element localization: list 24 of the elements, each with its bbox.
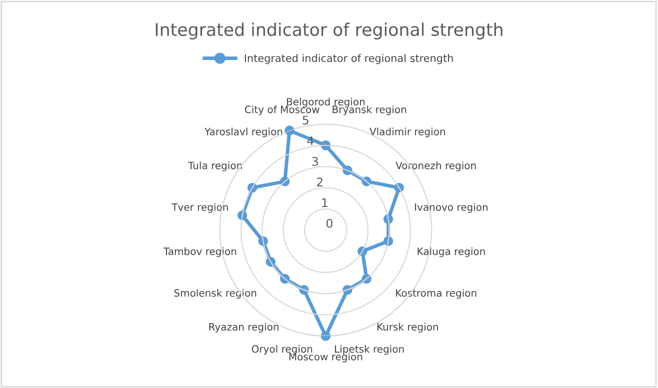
spoke-label: Kursk region [377, 322, 438, 333]
spoke-label: Kaluga region [418, 247, 485, 258]
spoke-label: Moscow region [289, 352, 362, 362]
spoke-label: Tambov region [163, 247, 236, 258]
spoke-label: City of Moscow [245, 105, 320, 116]
spoke-label: Yaroslavl region [204, 128, 282, 138]
spoke-label: Kostroma region [396, 288, 476, 299]
spoke-label: Tver region [172, 203, 228, 213]
legend-label: Integrated indicator of regional strength [244, 54, 453, 64]
y-tick-label: 2 [317, 178, 323, 186]
spoke-label: Smolensk region [174, 288, 256, 299]
spoke-label: Tula region [188, 162, 242, 172]
chart-title: Integrated indicator of regional strength [156, 22, 502, 40]
spoke-label: Ryazan region [209, 322, 278, 333]
spoke-label: Vladimir region [370, 128, 445, 138]
y-tick-label: 5 [302, 116, 308, 125]
spoke-label: Bryansk region [332, 105, 406, 116]
spoke-label: Voronezh region [396, 162, 476, 172]
spoke-label: Oryol region [252, 345, 312, 355]
y-tick-label: 0 [326, 218, 332, 228]
spoke-label: Lipetsk region [334, 345, 404, 355]
y-tick-label: 1 [322, 198, 328, 207]
spoke-label: Ivanovo region [415, 203, 488, 213]
y-tick-label: 3 [312, 156, 318, 166]
